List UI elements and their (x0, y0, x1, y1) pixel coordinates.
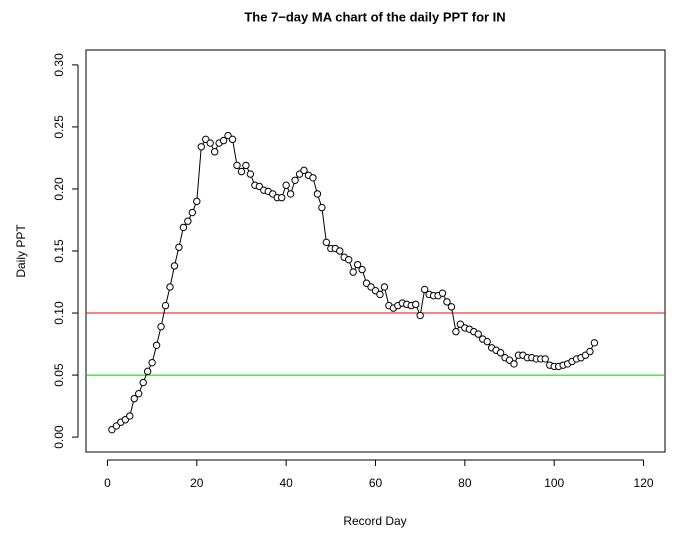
y-tick-label: 0.00 (52, 425, 66, 449)
data-point (300, 166, 308, 175)
data-point (161, 301, 170, 310)
data-point (233, 161, 241, 170)
x-axis-label: Record Day (343, 514, 406, 528)
data-point (135, 389, 143, 398)
data-point (412, 300, 420, 309)
data-point (510, 360, 518, 368)
data-point (126, 412, 134, 420)
data-point (586, 347, 594, 356)
y-axis-label: Daily PPT (14, 224, 28, 278)
data-point (157, 322, 165, 331)
data-point (344, 255, 353, 264)
data-point (166, 283, 174, 291)
data-point (590, 339, 599, 347)
x-tick-label: 100 (544, 476, 564, 490)
data-point (277, 193, 286, 202)
x-tick-label: 20 (190, 476, 204, 490)
data-point (188, 208, 197, 217)
y-tick-label: 0.10 (52, 301, 66, 325)
x-tick-label: 80 (458, 476, 472, 490)
data-point (380, 283, 389, 291)
data-point (416, 311, 424, 320)
data-point (318, 203, 326, 212)
data-point (420, 285, 429, 294)
data-point (313, 190, 322, 198)
data-point (336, 247, 344, 255)
x-tick-label: 120 (634, 476, 654, 490)
data-point (152, 341, 161, 349)
data-point (541, 355, 549, 363)
data-point (496, 349, 505, 357)
data-point (376, 290, 384, 299)
data-point (210, 148, 219, 156)
data-point (349, 268, 357, 276)
data-point (130, 394, 138, 403)
data-point (291, 176, 299, 184)
plot-box (85, 49, 666, 453)
x-tick-label: 40 (279, 476, 293, 490)
data-point (179, 223, 188, 232)
y-tick-label: 0.20 (52, 177, 66, 201)
y-tick-label: 0.05 (52, 363, 66, 387)
data-point (353, 260, 362, 269)
data-point (242, 161, 250, 170)
data-point (237, 167, 246, 176)
series-line (111, 134, 595, 431)
data-point (246, 170, 255, 178)
data-point (143, 367, 152, 376)
data-point (483, 337, 491, 346)
data-point (197, 143, 205, 151)
y-tick-label: 0.30 (52, 53, 66, 77)
data-point (282, 181, 290, 189)
data-point (438, 289, 447, 297)
data-point (358, 265, 366, 274)
data-point (170, 262, 179, 270)
data-point (443, 298, 451, 306)
x-tick-label: 60 (369, 476, 383, 490)
data-point (139, 378, 147, 387)
data-point (322, 238, 331, 247)
data-point (193, 197, 201, 206)
data-point (452, 327, 460, 336)
data-point (206, 139, 214, 147)
y-tick-label: 0.15 (52, 239, 66, 263)
data-point (474, 330, 482, 338)
x-tick-label: 0 (104, 476, 111, 490)
y-tick-label: 0.25 (52, 115, 66, 139)
data-point (219, 136, 228, 145)
data-point (286, 190, 295, 198)
data-point (175, 243, 183, 251)
data-point (309, 174, 317, 182)
data-point (228, 135, 237, 144)
data-point (447, 303, 456, 311)
data-point (184, 217, 192, 225)
chart-title: The 7−day MA chart of the daily PPT for … (244, 9, 505, 24)
data-point (148, 358, 156, 367)
